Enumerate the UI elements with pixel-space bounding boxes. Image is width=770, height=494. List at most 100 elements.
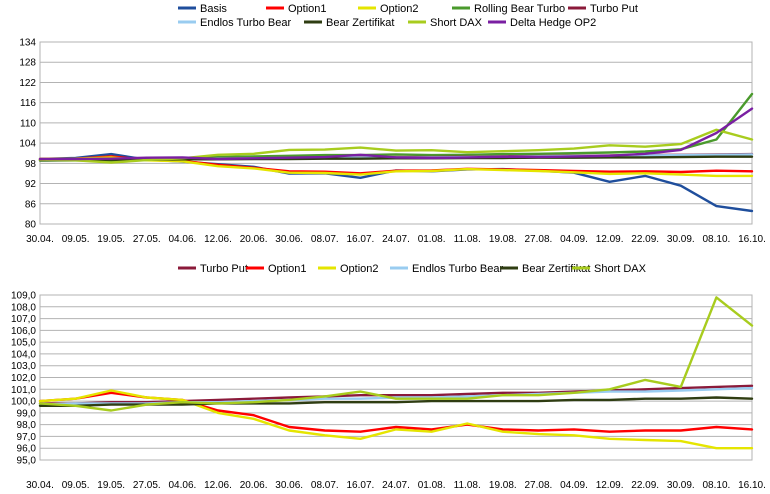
x-tick-label: 30.06. [275, 480, 303, 491]
legend-item: Short DAX [408, 17, 483, 29]
x-tick-label: 30.06. [275, 234, 303, 245]
x-tick-label: 11.08. [454, 234, 481, 245]
y-tick-label: 122 [19, 78, 36, 89]
x-tick-label: 22.09. [631, 234, 659, 245]
x-tick-label: 27.05. [133, 480, 161, 491]
y-tick-label: 98 [25, 159, 37, 170]
legend-label: Basis [200, 3, 227, 15]
legend-item: Option1 [246, 263, 307, 275]
y-tick-label: 104 [19, 139, 36, 150]
x-tick-label: 16.10. [738, 234, 766, 245]
x-tick-label: 27.08. [524, 234, 552, 245]
x-tick-label: 19.08. [489, 234, 517, 245]
legend-item: Basis [178, 3, 227, 15]
x-tick-label: 08.10. [702, 234, 730, 245]
x-tick-label: 16.07. [346, 480, 374, 491]
y-tick-label: 103,0 [11, 361, 36, 372]
y-tick-label: 92 [25, 179, 37, 190]
x-tick-label: 24.07. [382, 480, 410, 491]
legend-label: Endlos Turbo Bear [412, 263, 503, 275]
y-tick-label: 95,0 [17, 456, 37, 467]
series-line-short-dax [38, 296, 754, 412]
x-tick-label: 20.06. [240, 234, 268, 245]
legend-label: Turbo Put [590, 3, 638, 15]
x-tick-label: 09.05. [62, 234, 90, 245]
legend-item: Rolling Bear Turbo [452, 3, 565, 15]
x-tick-label: 08.10. [702, 480, 730, 491]
x-tick-label: 19.05. [97, 234, 125, 245]
y-tick-label: 104,0 [11, 349, 36, 360]
x-tick-label: 12.06. [204, 234, 232, 245]
legend-item: Option2 [358, 3, 419, 15]
x-tick-label: 22.09. [631, 480, 659, 491]
x-tick-label: 11.08. [454, 480, 481, 491]
y-tick-label: 110 [20, 118, 36, 129]
x-tick-label: 27.08. [524, 480, 552, 491]
x-tick-label: 30.09. [667, 480, 695, 491]
y-tick-label: 102,0 [11, 373, 36, 384]
legend-item: Turbo Put [178, 263, 248, 275]
y-tick-label: 97,0 [17, 432, 37, 443]
x-tick-label: 27.05. [133, 234, 161, 245]
x-tick-label: 30.09. [667, 234, 695, 245]
legend-label: Turbo Put [200, 263, 248, 275]
y-tick-label: 116 [20, 98, 36, 109]
x-tick-label: 19.08. [489, 480, 517, 491]
y-tick-label: 100,0 [11, 397, 36, 408]
x-tick-label: 19.05. [97, 480, 125, 491]
y-tick-label: 105,0 [11, 338, 36, 349]
chart-1: 80 86 92 98 104 110 116 122 128 134 30.04. 09.05. 19… [19, 3, 766, 245]
x-tick-label: 30.04. [26, 234, 54, 245]
legend-label: Rolling Bear Turbo [474, 3, 565, 15]
x-tick-label: 24.07. [382, 234, 410, 245]
legend-label: Option2 [340, 263, 379, 275]
legend-item: Turbo Put [568, 3, 638, 15]
y-tick-label: 134 [19, 38, 36, 49]
x-tick-label: 12.09. [596, 234, 624, 245]
x-tick-label: 30.04. [26, 480, 54, 491]
x-tick-label: 12.09. [596, 480, 624, 491]
y-tick-label: 128 [19, 58, 36, 69]
y-tick-label: 101,0 [11, 385, 36, 396]
x-tick-label: 16.10. [738, 480, 766, 491]
y-tick-label: 107,0 [11, 314, 36, 325]
x-tick-label: 04.06. [168, 234, 196, 245]
x-tick-label: 04.09. [560, 480, 588, 491]
y-tick-label: 109,0 [11, 291, 36, 302]
y-tick-label: 99,0 [17, 408, 37, 419]
y-tick-label: 98,0 [17, 420, 37, 431]
legend-label: Option1 [288, 3, 327, 15]
legend-item: Endlos Turbo Bear [390, 263, 503, 275]
y-tick-label: 108,0 [11, 302, 36, 313]
x-tick-label: 04.09. [560, 234, 588, 245]
x-tick-label: 04.06. [168, 480, 196, 491]
legend-item: Delta Hedge OP2 [488, 17, 596, 29]
y-tick-label: 96,0 [17, 444, 37, 455]
legend-label: Option1 [268, 263, 307, 275]
x-tick-label: 08.07. [311, 480, 339, 491]
x-tick-label: 01.08. [418, 234, 446, 245]
y-tick-label: 86 [25, 199, 37, 210]
legend-label: Option2 [380, 3, 419, 15]
legend-label: Short DAX [594, 263, 647, 275]
chart-2: 95,096,097,098,099,0100,0101,0102,0103,0… [11, 263, 766, 491]
legend-item: Option1 [266, 3, 327, 15]
series-line-delta-hedge-op2 [38, 107, 754, 161]
x-tick-label: 08.07. [311, 234, 339, 245]
plot-frame [39, 41, 753, 225]
x-tick-label: 16.07. [346, 234, 374, 245]
legend-label: Delta Hedge OP2 [510, 17, 596, 29]
legend-item: Bear Zertifikat [500, 263, 590, 275]
legend-label: Endlos Turbo Bear [200, 17, 291, 29]
legend-label: Bear Zertifikat [522, 263, 590, 275]
x-tick-label: 01.08. [418, 480, 446, 491]
legend-label: Short DAX [430, 17, 483, 29]
x-tick-label: 20.06. [240, 480, 268, 491]
series-line-option2 [38, 389, 754, 450]
legend-label: Bear Zertifikat [326, 17, 394, 29]
x-tick-label: 12.06. [204, 480, 232, 491]
legend-item: Endlos Turbo Bear [178, 17, 291, 29]
series-line-short-dax [38, 128, 754, 164]
legend-item: Bear Zertifikat [304, 17, 394, 29]
